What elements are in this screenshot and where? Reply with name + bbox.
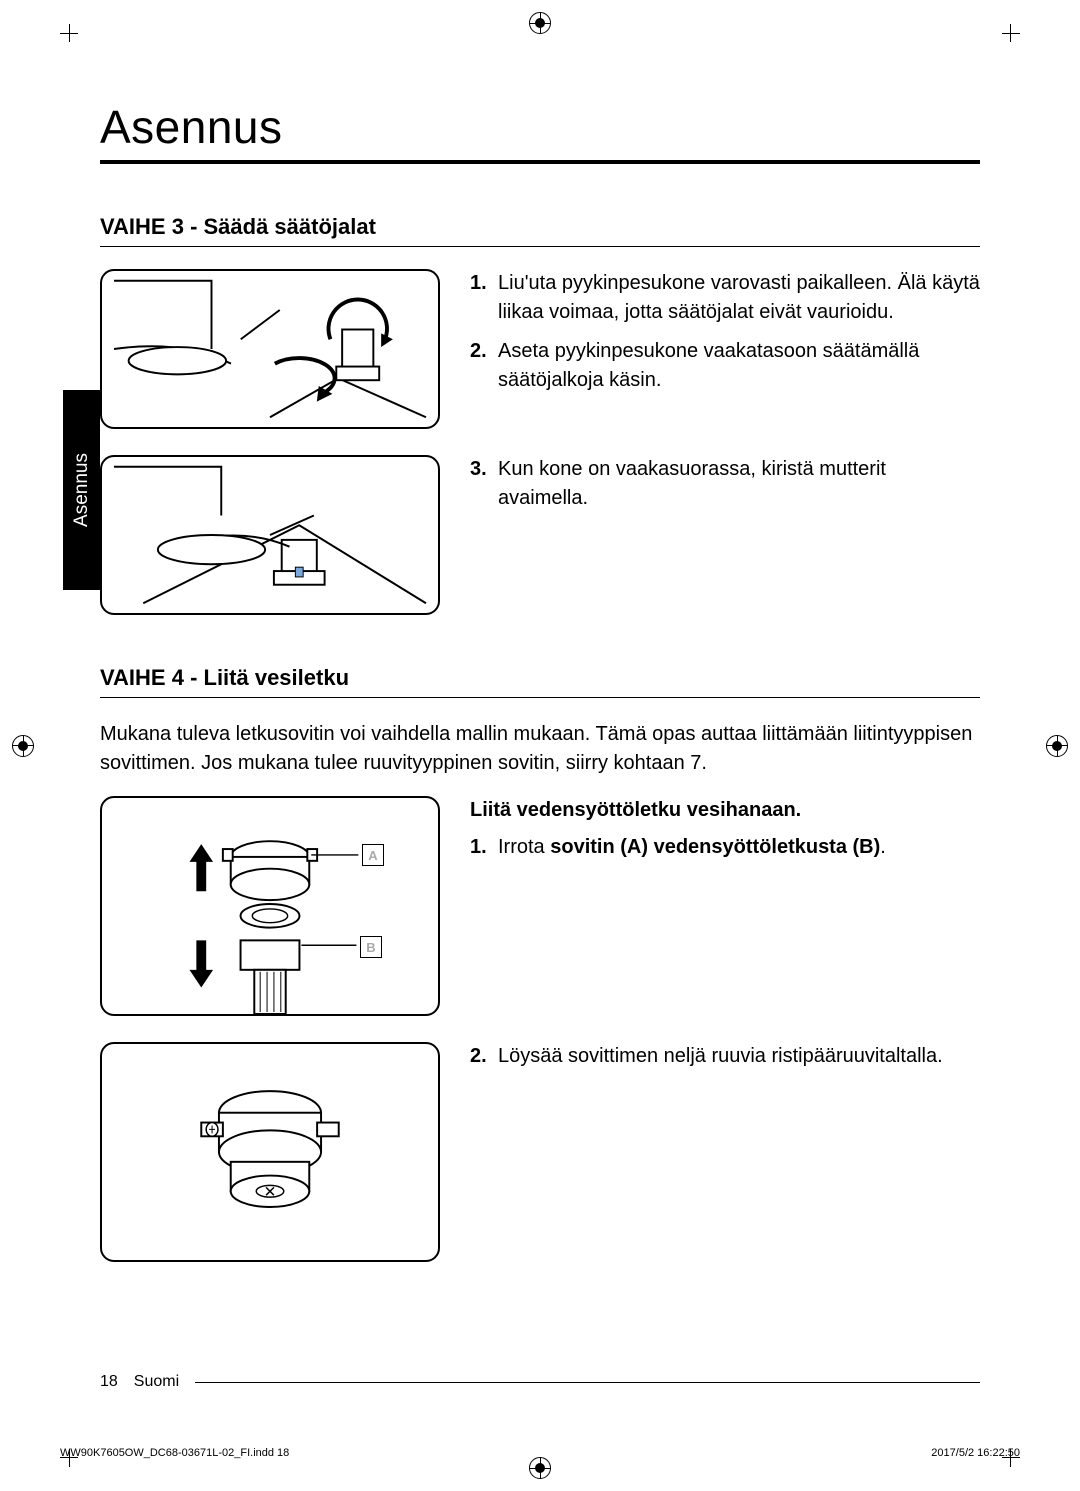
diagram-hose-adapter-screws [100, 1042, 440, 1262]
page-title: Asennus [100, 100, 980, 164]
side-tab: Asennus [63, 390, 100, 590]
page-footer: 18 Suomi [100, 1373, 980, 1391]
step1-post: . [880, 836, 886, 858]
registration-mark-right [1046, 735, 1068, 757]
list-item: Liu'uta pyykinpesukone varovasti paikall… [470, 269, 980, 327]
step1-bold: sovitin (A) vedensyöttöletkusta (B) [550, 836, 880, 858]
diagram-label-a: A [362, 844, 384, 866]
step1-pre: Irrota [498, 836, 550, 858]
footer-language: Suomi [134, 1373, 179, 1391]
list-item: Kun kone on vaakasuorassa, kiristä mutte… [470, 455, 980, 513]
imprint-file: WW90K7605OW_DC68-03671L-02_FI.indd 18 [60, 1447, 289, 1459]
list-item: Löysää sovittimen neljä ruuvia ristipäär… [470, 1042, 980, 1071]
registration-mark-top [529, 12, 551, 34]
section4-title: VAIHE 4 - Liitä vesiletku [100, 665, 980, 698]
diagram-label-b: B [360, 936, 382, 958]
crop-mark [60, 24, 100, 64]
diagram-level-feet-tighten [100, 455, 440, 615]
registration-mark-bottom [529, 1457, 551, 1479]
crop-mark [980, 24, 1020, 64]
footer-rule [195, 1382, 980, 1383]
list-item: Aseta pyykinpesukone vaakatasoon säätämä… [470, 337, 980, 395]
imprint-timestamp: 2017/5/2 16:22:50 [931, 1447, 1020, 1459]
section4-steps-a: Irrota sovitin (A) vedensyöttöletkusta (… [470, 833, 980, 862]
section3-steps-a: Liu'uta pyykinpesukone varovasti paikall… [470, 269, 980, 395]
footer-page-number: 18 [100, 1373, 118, 1391]
section4-subhead: Liitä vedensyöttöletku vesihanaan. [470, 796, 980, 825]
section3-title: VAIHE 3 - Säädä säätöjalat [100, 214, 980, 247]
section4-intro: Mukana tuleva letkusovitin voi vaihdella… [100, 720, 980, 778]
diagram-level-feet-adjust [100, 269, 440, 429]
side-tab-label: Asennus [71, 453, 93, 527]
diagram-hose-adapter-separate: A B [100, 796, 440, 1016]
registration-mark-left [12, 735, 34, 757]
section4-steps-b: Löysää sovittimen neljä ruuvia ristipäär… [470, 1042, 980, 1071]
section3-steps-b: Kun kone on vaakasuorassa, kiristä mutte… [470, 455, 980, 513]
list-item: Irrota sovitin (A) vedensyöttöletkusta (… [470, 833, 980, 862]
print-imprint: WW90K7605OW_DC68-03671L-02_FI.indd 18 20… [60, 1447, 1020, 1459]
